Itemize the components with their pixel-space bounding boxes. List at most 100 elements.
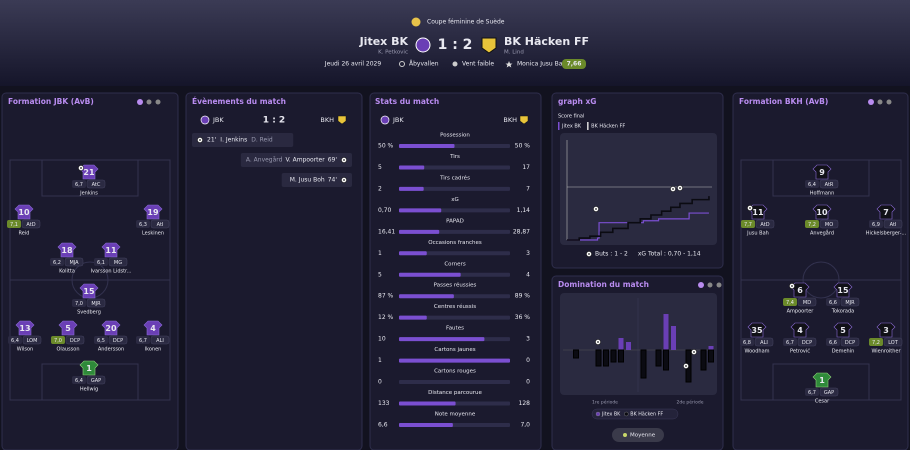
player-name: Leskinen xyxy=(142,231,164,237)
stat-label: Centres réussis xyxy=(434,303,476,310)
player-position: MJA xyxy=(69,260,79,266)
shirt xyxy=(101,320,121,336)
player-name: Andersson xyxy=(98,347,124,353)
player-position: GAP xyxy=(91,378,101,384)
ball-icon xyxy=(597,341,599,343)
stat-bar xyxy=(399,165,425,170)
rating-box xyxy=(51,336,65,344)
stat-home: 5 xyxy=(378,164,382,171)
player-position: GAP xyxy=(824,390,834,396)
player-position: MJR xyxy=(91,301,101,307)
player-rating: 6,1 xyxy=(97,260,105,266)
position-box xyxy=(819,179,839,189)
shirt xyxy=(143,320,163,336)
period-label: 2de période xyxy=(676,399,703,406)
home-short: JBK xyxy=(212,116,224,124)
stat-bar xyxy=(399,315,427,320)
rating-box xyxy=(136,220,150,228)
position-box xyxy=(883,219,903,229)
weather-icon xyxy=(452,61,458,67)
player-position: AtD xyxy=(760,222,769,228)
stat-label: xG xyxy=(451,197,459,203)
shirt-number: 4 xyxy=(797,326,803,335)
stat-away: 0 xyxy=(526,357,530,364)
ball-icon xyxy=(685,365,687,367)
dot xyxy=(886,99,892,105)
stat-home: 2 xyxy=(378,185,382,192)
button-icon xyxy=(623,433,627,437)
shirt-number: 11 xyxy=(752,208,764,217)
shirt xyxy=(15,320,35,336)
shirt-number: 19 xyxy=(147,208,159,217)
stat-label: Cartons rouges xyxy=(434,369,476,375)
player-position: DCP xyxy=(113,338,123,344)
domination-bar xyxy=(603,349,609,367)
rating-box xyxy=(783,338,797,346)
stat-bar xyxy=(399,186,424,191)
chart-subtitle: Score final xyxy=(558,114,584,120)
stat-bar xyxy=(399,144,455,148)
player-name: Woodham xyxy=(744,349,769,355)
player-rating: 6,8 xyxy=(743,340,751,346)
xg-total: xG Total : 0,70 - 1,14 xyxy=(638,251,701,258)
stat-bar xyxy=(399,272,461,277)
rating-box xyxy=(7,220,21,228)
dot xyxy=(716,282,722,288)
player-rating: 6,7 xyxy=(786,340,794,346)
stat-home: 50 % xyxy=(378,143,394,150)
player-rating: 7,7 xyxy=(744,222,752,228)
position-box xyxy=(819,219,839,229)
away-short: BKH xyxy=(320,116,334,124)
shirt-number: 6 xyxy=(797,286,803,295)
ball-icon xyxy=(791,285,793,287)
average-button[interactable] xyxy=(612,428,664,442)
player-name: Jenkins xyxy=(79,191,98,197)
shirt-number: 15 xyxy=(837,286,849,295)
legend-label: BK Häcken FF xyxy=(591,124,625,130)
rating-box xyxy=(72,299,86,307)
shirt-number: 10 xyxy=(18,208,30,217)
shirt-number: 21 xyxy=(83,168,95,177)
ball-icon xyxy=(749,207,751,209)
shirt-number: 11 xyxy=(105,246,117,255)
title-part: (AvB) xyxy=(71,97,94,106)
stat-label: PAPAD xyxy=(446,218,464,224)
event-assist: A. Anvegård xyxy=(246,157,283,164)
player-of-match: Monica Jusu Bah xyxy=(517,61,566,68)
player-position: AtD xyxy=(26,222,35,228)
shirt xyxy=(833,282,853,298)
trophy-icon xyxy=(411,17,421,27)
player-rating: 7,66 xyxy=(567,61,582,68)
penalty-box xyxy=(772,363,870,401)
player-rating: 7,4 xyxy=(786,300,794,306)
player-name: Hellwig xyxy=(80,387,98,393)
player-name: Anvegård xyxy=(810,230,834,237)
player-rating: 7,2 xyxy=(872,340,880,346)
stat-track xyxy=(399,380,510,385)
rating-box xyxy=(72,376,86,384)
player-position: LOM xyxy=(27,338,38,344)
player-rating: 6,4 xyxy=(11,338,19,344)
average-button-label[interactable]: Moyenne xyxy=(630,433,656,439)
home-logo xyxy=(415,37,431,53)
rating-box xyxy=(826,298,840,306)
domination-bar xyxy=(610,349,617,363)
venue: Åbyvallen xyxy=(409,61,439,68)
player-position: LOT xyxy=(888,340,899,346)
player-position: MG xyxy=(114,260,122,266)
legend-label: BK Häcken FF xyxy=(630,412,663,418)
panel-title: Formation BKH (AvB) xyxy=(739,97,828,106)
stat-track xyxy=(399,186,510,191)
ball-icon xyxy=(595,208,597,210)
shirt xyxy=(790,322,810,338)
player-rating: 7,0 xyxy=(54,338,62,344)
player-rating: 6,5 xyxy=(97,338,105,344)
shirt xyxy=(143,204,163,220)
legend-swatch xyxy=(587,122,589,130)
position-box xyxy=(755,219,775,229)
stat-home: 0 xyxy=(378,379,382,386)
rating-box xyxy=(136,336,150,344)
stat-away: 0 xyxy=(526,379,530,386)
panel-title: Évènements du match xyxy=(192,97,286,106)
event-minute: 21' xyxy=(207,137,217,144)
